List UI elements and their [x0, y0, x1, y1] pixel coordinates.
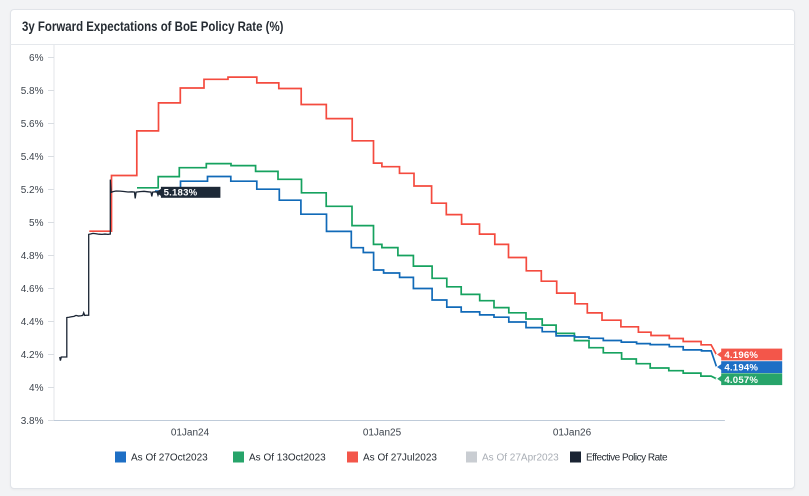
svg-text:Effective Policy Rate: Effective Policy Rate — [586, 453, 668, 464]
svg-text:5.2%: 5.2% — [21, 185, 44, 196]
svg-text:As Of 13Oct2023: As Of 13Oct2023 — [249, 453, 326, 464]
svg-text:5.183%: 5.183% — [164, 188, 198, 199]
svg-text:As Of 27Oct2023: As Of 27Oct2023 — [131, 453, 208, 464]
svg-text:01Jan25: 01Jan25 — [363, 428, 402, 439]
svg-text:4.4%: 4.4% — [21, 317, 44, 328]
svg-text:4.2%: 4.2% — [21, 350, 44, 361]
svg-text:4.057%: 4.057% — [724, 375, 758, 386]
svg-text:5.4%: 5.4% — [21, 152, 44, 163]
svg-text:4.8%: 4.8% — [21, 251, 44, 262]
svg-text:3.8%: 3.8% — [21, 416, 44, 427]
svg-text:As Of 27Apr2023: As Of 27Apr2023 — [482, 453, 559, 464]
svg-text:6%: 6% — [29, 53, 44, 64]
svg-text:4.194%: 4.194% — [724, 363, 758, 374]
svg-text:5%: 5% — [29, 218, 44, 229]
svg-text:5.6%: 5.6% — [21, 119, 44, 130]
svg-text:01Jan24: 01Jan24 — [171, 428, 210, 439]
svg-text:4%: 4% — [29, 383, 44, 394]
svg-text:4.6%: 4.6% — [21, 284, 44, 295]
svg-text:5.8%: 5.8% — [21, 86, 44, 97]
svg-text:As Of 27Jul2023: As Of 27Jul2023 — [363, 453, 437, 464]
svg-text:01Jan26: 01Jan26 — [553, 428, 592, 439]
svg-text:4.196%: 4.196% — [724, 350, 758, 361]
